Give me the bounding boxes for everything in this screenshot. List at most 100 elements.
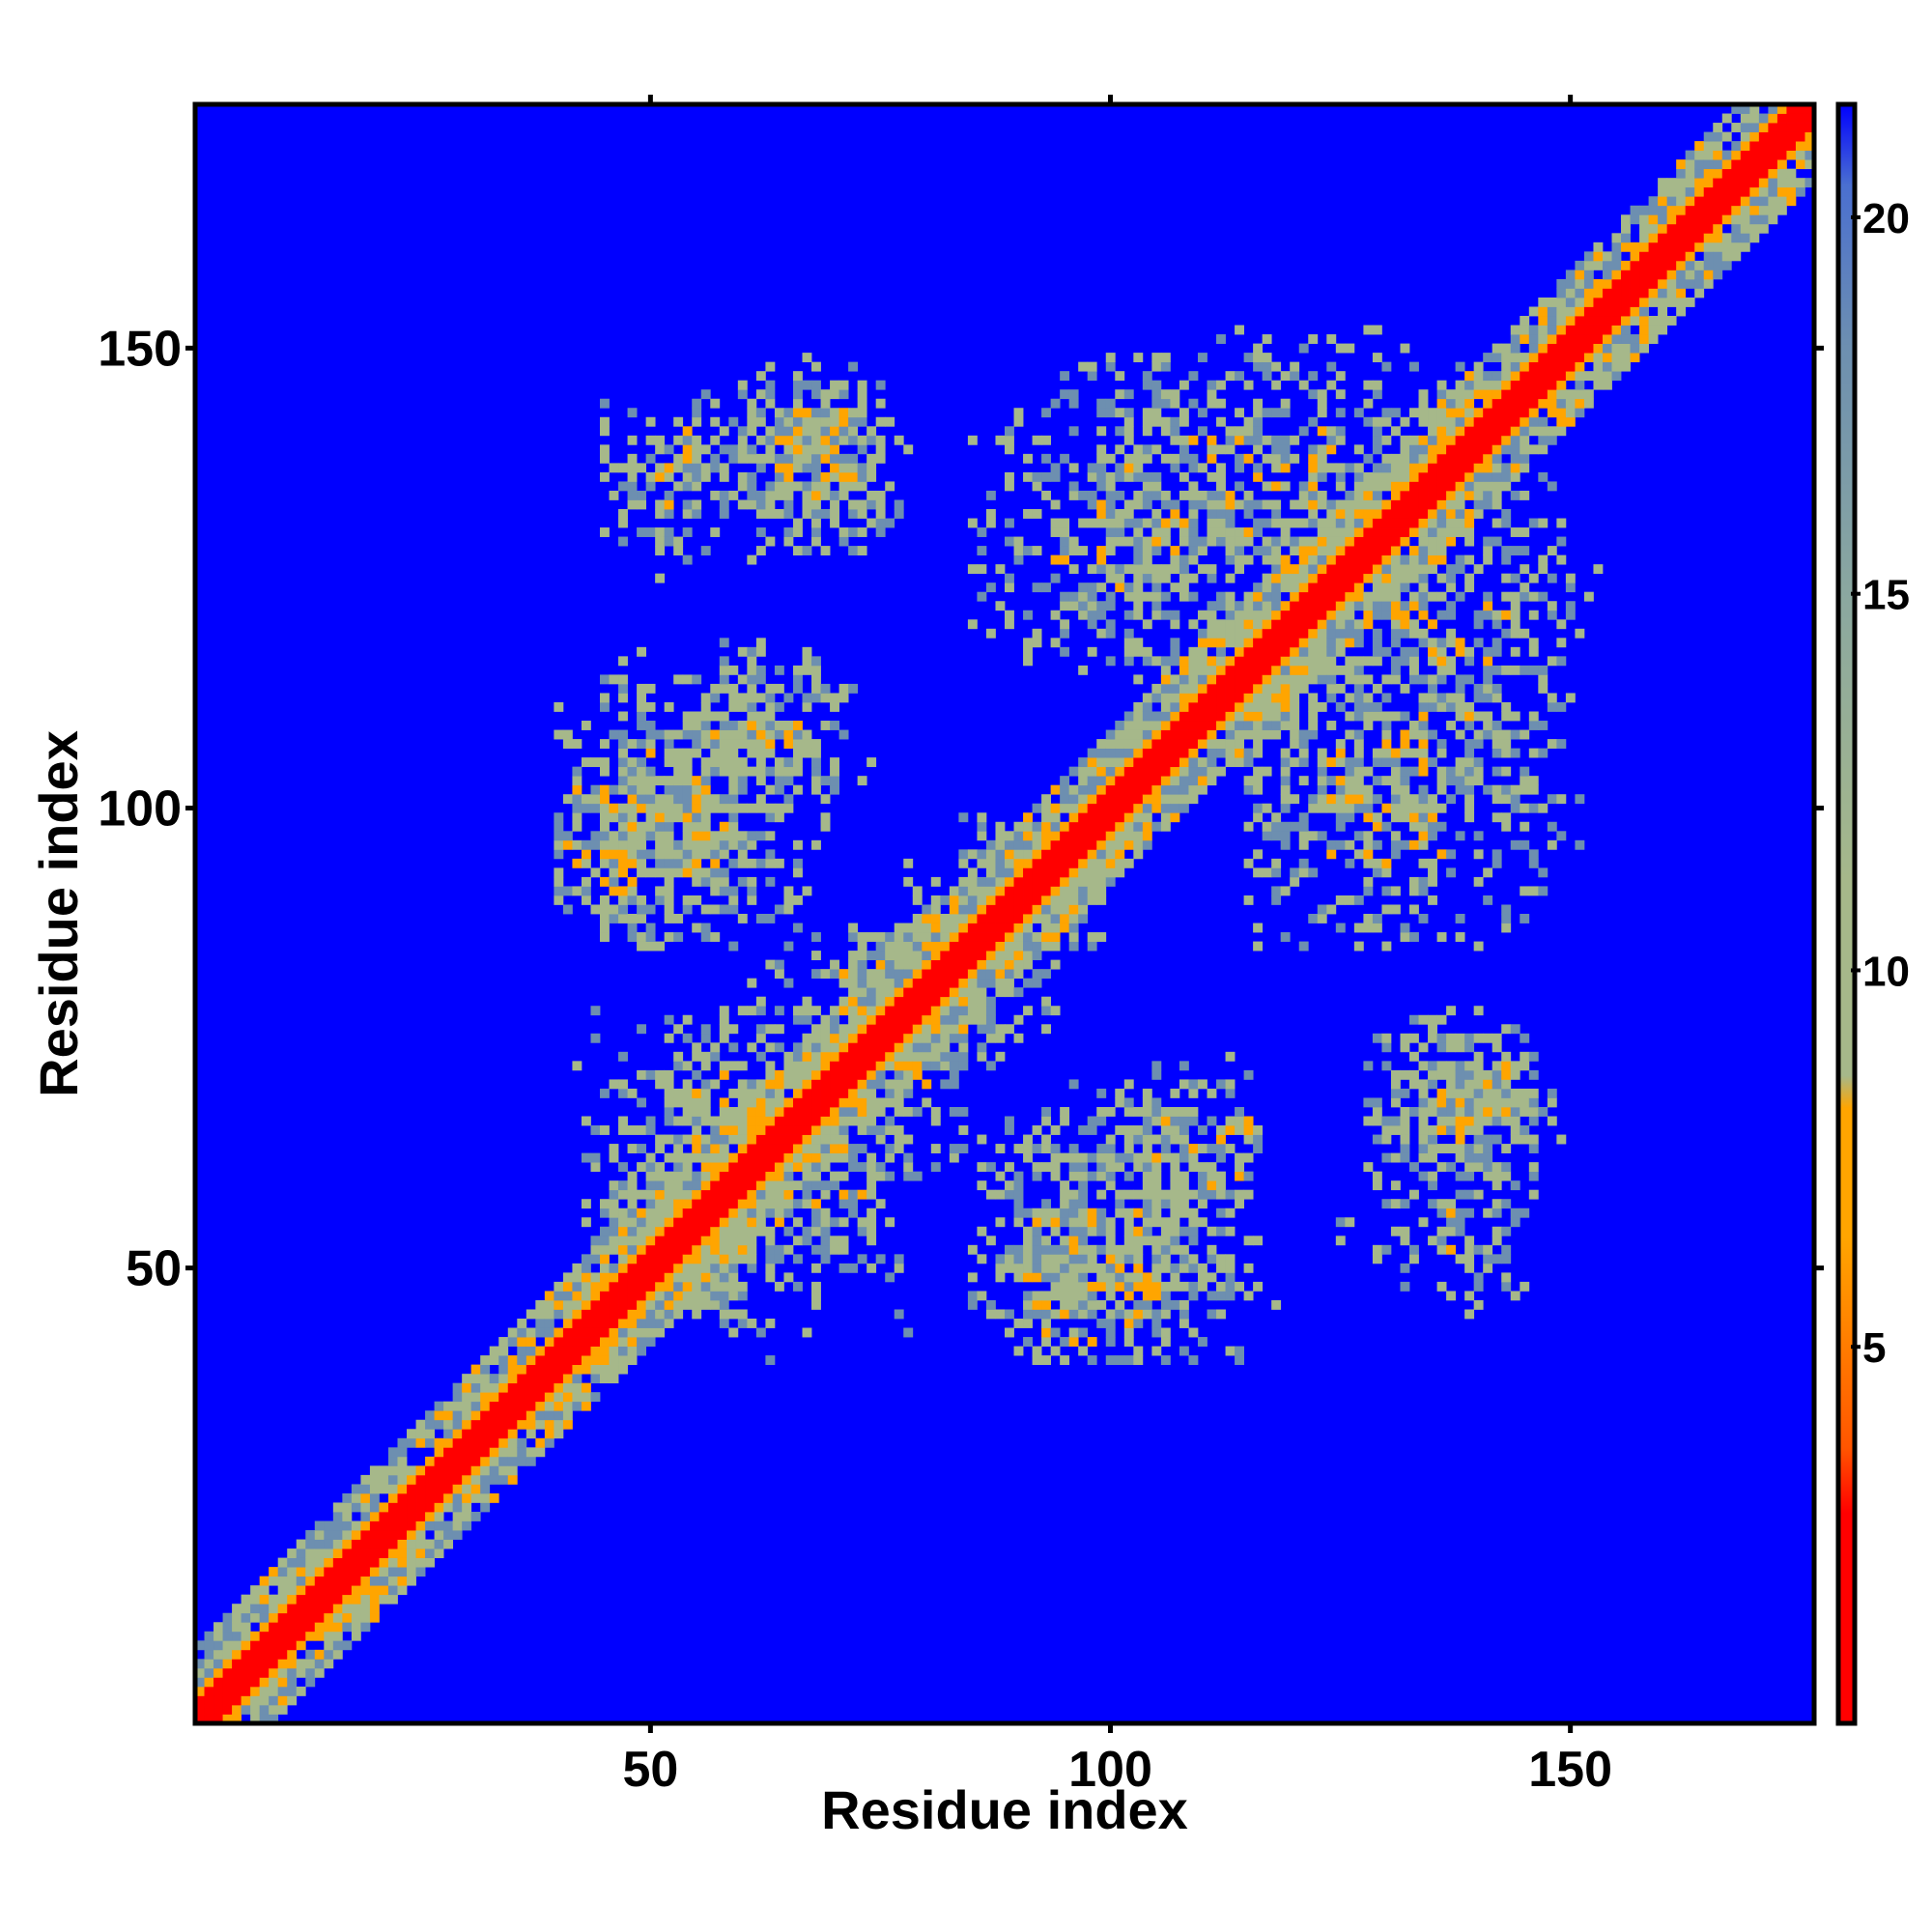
heatmap-cell xyxy=(1409,554,1419,565)
heatmap-cell xyxy=(305,1585,316,1596)
heatmap-cell xyxy=(645,701,656,712)
heatmap-cell xyxy=(1381,601,1392,611)
heatmap-cell xyxy=(1290,638,1300,648)
heatmap-cell xyxy=(885,1088,895,1098)
heatmap-cell xyxy=(1068,923,1079,933)
heatmap-cell xyxy=(407,1520,416,1531)
heatmap-cell xyxy=(572,739,582,749)
heatmap-cell xyxy=(415,1502,426,1513)
heatmap-cell xyxy=(1060,831,1070,841)
heatmap-cell xyxy=(434,1401,444,1411)
heatmap-cell xyxy=(903,858,914,868)
heatmap-cell xyxy=(1188,527,1199,537)
heatmap-cell xyxy=(1060,1244,1070,1255)
heatmap-cell xyxy=(1290,619,1300,630)
heatmap-cell xyxy=(692,794,702,805)
heatmap-cell xyxy=(728,490,739,500)
heatmap-cell xyxy=(425,1429,435,1439)
heatmap-cell xyxy=(1216,527,1226,537)
heatmap-cell xyxy=(581,839,591,850)
heatmap-cell xyxy=(673,803,684,813)
heatmap-cell xyxy=(562,1401,573,1411)
heatmap-cell xyxy=(1290,693,1300,703)
heatmap-cell xyxy=(1142,573,1152,583)
heatmap-cell xyxy=(1225,1208,1236,1218)
heatmap-cell xyxy=(1216,628,1226,639)
heatmap-cell xyxy=(655,1327,666,1338)
heatmap-cell xyxy=(1455,693,1465,703)
heatmap-cell xyxy=(1455,914,1465,923)
heatmap-cell xyxy=(1032,1263,1042,1273)
heatmap-cell xyxy=(609,904,619,915)
heatmap-cell xyxy=(1381,941,1392,952)
heatmap-cell xyxy=(747,895,757,905)
heatmap-cell xyxy=(544,1392,554,1403)
heatmap-cell xyxy=(1123,463,1134,473)
heatmap-cell xyxy=(1142,1106,1152,1117)
heatmap-cell xyxy=(885,1014,895,1025)
heatmap-cell xyxy=(848,1024,859,1035)
heatmap-cell xyxy=(1225,683,1236,694)
heatmap-cell xyxy=(1068,1291,1079,1301)
heatmap-cell xyxy=(737,646,748,657)
heatmap-cell xyxy=(1271,701,1282,712)
heatmap-cell xyxy=(811,380,821,390)
heatmap-cell xyxy=(1253,518,1264,528)
heatmap-cell xyxy=(930,1162,941,1173)
heatmap-cell xyxy=(1188,1152,1199,1163)
heatmap-cell xyxy=(1115,1097,1125,1108)
heatmap-cell xyxy=(627,453,638,464)
heatmap-cell xyxy=(700,1033,711,1043)
heatmap-cell xyxy=(1188,794,1199,805)
heatmap-cell xyxy=(1409,444,1419,455)
heatmap-cell xyxy=(755,1033,766,1043)
heatmap-cell xyxy=(425,1437,435,1448)
heatmap-cell xyxy=(1363,766,1374,777)
heatmap-cell xyxy=(480,1410,491,1421)
heatmap-cell xyxy=(1170,1134,1180,1145)
heatmap-cell xyxy=(480,1484,491,1494)
heatmap-cell xyxy=(1363,839,1374,850)
heatmap-cell xyxy=(1023,1244,1033,1255)
heatmap-cell xyxy=(1317,628,1327,639)
heatmap-cell xyxy=(387,1502,398,1513)
heatmap-cell xyxy=(1353,536,1364,547)
heatmap-cell xyxy=(765,536,776,547)
heatmap-cell xyxy=(618,849,628,860)
heatmap-cell xyxy=(1428,812,1437,823)
heatmap-cell xyxy=(1400,1088,1410,1098)
heatmap-cell xyxy=(1160,794,1171,805)
heatmap-cell xyxy=(867,499,877,510)
heatmap-cell xyxy=(1436,481,1447,492)
heatmap-cell xyxy=(875,444,886,455)
heatmap-cell xyxy=(875,959,886,970)
heatmap-cell xyxy=(1446,1097,1457,1108)
heatmap-cell xyxy=(434,1437,444,1448)
heatmap-cell xyxy=(1235,711,1244,722)
heatmap-cell xyxy=(600,453,610,464)
heatmap-cell xyxy=(857,1226,867,1236)
heatmap-cell xyxy=(1418,435,1429,445)
heatmap-cell xyxy=(1188,1355,1199,1366)
heatmap-cell xyxy=(637,1319,647,1328)
heatmap-cell xyxy=(1400,776,1410,786)
heatmap-cell xyxy=(600,1208,610,1218)
heatmap-cell xyxy=(1290,721,1300,730)
heatmap-cell xyxy=(627,408,638,418)
heatmap-cell xyxy=(664,463,674,473)
heatmap-cell xyxy=(1160,1144,1171,1153)
heatmap-cell xyxy=(700,1152,711,1163)
heatmap-cell xyxy=(1243,380,1254,390)
heatmap-cell xyxy=(1381,674,1392,685)
heatmap-cell xyxy=(1436,453,1447,464)
heatmap-cell xyxy=(903,1162,914,1173)
heatmap-cell xyxy=(765,453,776,464)
heatmap-cell xyxy=(673,1254,684,1264)
heatmap-cell xyxy=(369,1612,380,1623)
heatmap-cell xyxy=(1068,1171,1079,1181)
heatmap-cell xyxy=(1418,398,1429,409)
heatmap-cell xyxy=(507,1465,518,1476)
heatmap-cell xyxy=(1013,969,1024,980)
heatmap-cell xyxy=(1372,325,1382,335)
heatmap-cell xyxy=(342,1530,353,1540)
